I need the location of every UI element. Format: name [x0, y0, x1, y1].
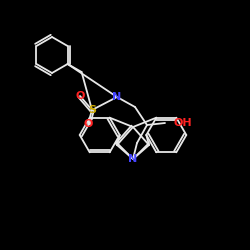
- Text: N: N: [112, 92, 122, 102]
- Text: O: O: [83, 119, 93, 129]
- Text: OH: OH: [173, 118, 192, 128]
- Text: O: O: [75, 91, 85, 101]
- Text: S: S: [88, 105, 96, 115]
- Text: N: N: [128, 154, 138, 164]
